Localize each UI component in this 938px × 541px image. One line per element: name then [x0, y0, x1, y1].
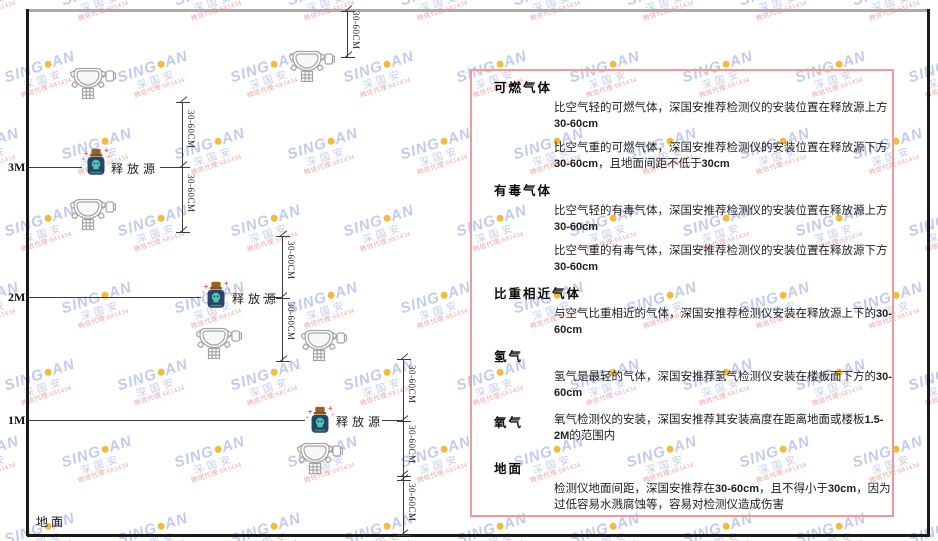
gas-detector-icon	[297, 442, 343, 476]
dimension-label: 30-60CM	[186, 174, 196, 213]
dimension-label: 30-60CM	[351, 11, 361, 50]
reference-line-1m	[29, 420, 305, 421]
dimension-line: 30-60CM 30-60CM	[276, 236, 296, 362]
ceiling-slab-line	[27, 9, 929, 12]
section-paragraph: 比空气轻的有毒气体，深国安推荐检测仪的安装位置在释放源上方30-60cm	[554, 205, 888, 233]
dimension-line: 30-60CM	[341, 11, 361, 58]
section-hydrogen: 氢气 氢气是最轻的气体，深国安推荐氢气检测仪安装在楼板面下方的30-60cm	[484, 346, 892, 401]
section-similar-density-gas: 比重相近气体 与空气比重相近的气体，深国安推荐检测仪安装在释放源上下的30-60…	[484, 283, 892, 338]
release-source-icon	[201, 280, 231, 312]
connector-line	[160, 167, 176, 168]
release-source-icon	[305, 405, 335, 437]
section-heading: 比重相近气体	[494, 287, 582, 301]
dimension-label: 30-60CM	[407, 483, 417, 522]
height-marker-2m: 2M	[8, 290, 26, 304]
section-ground: 地面 检测仪地面间距，深国安推荐在30-60cm，且不得小于30cm，因为过低容…	[484, 458, 891, 513]
section-heading: 可燃气体	[494, 81, 553, 95]
reference-line-2m	[29, 297, 201, 298]
connector-line	[382, 420, 402, 421]
ground-line	[27, 534, 930, 537]
section-paragraph: 氢气是最轻的气体，深国安推荐氢气检测仪安装在楼板面下方的30-60cm	[554, 371, 892, 399]
gas-detector-icon	[70, 198, 116, 232]
section-heading: 氧气	[494, 416, 524, 430]
dimension-label: 30-60CM	[286, 302, 296, 341]
left-wall-line	[26, 9, 29, 536]
dimension-line: 30-60CM 30-60CM	[176, 102, 196, 233]
dimension-label: 30-60CM	[407, 425, 417, 464]
release-source-label: 释放源	[336, 415, 385, 429]
section-heading: 有毒气体	[494, 184, 553, 198]
dimension-label: 30-60CM	[286, 241, 296, 280]
section-heading: 地面	[494, 462, 524, 476]
section-paragraph: 氧气检测仪的安装，深国安推荐其安装高度在距离地面或楼板1.5-2M的范围内	[554, 414, 884, 442]
section-paragraph: 与空气比重相近的气体，深国安推荐检测仪安装在释放源上下的30-60cm	[554, 308, 892, 336]
height-marker-1m: 1M	[8, 413, 26, 427]
dimension-label: 30-60CM	[186, 110, 196, 149]
release-source-label: 释放源	[232, 292, 281, 306]
right-wall-line	[927, 9, 930, 536]
section-heading: 氢气	[494, 350, 524, 364]
gas-detector-icon	[289, 50, 335, 84]
section-paragraph: 比空气轻的可燃气体，深国安推荐检测仪的安装位置在释放源上方30-60cm	[554, 102, 888, 130]
release-source-icon	[81, 147, 111, 179]
reference-line-3m	[29, 167, 82, 168]
dimension-label: 30-60CM	[407, 365, 417, 404]
ground-label: 地面	[36, 515, 67, 529]
section-paragraph: 比空气重的可燃气体，深国安推荐检测仪的安装位置在释放源下方30-60cm，且地面…	[554, 142, 888, 170]
gas-detector-icon	[196, 327, 242, 361]
gas-detector-icon	[301, 329, 347, 363]
release-source-label: 释放源	[111, 162, 160, 176]
gas-detector-icon	[70, 67, 116, 101]
connector-line	[263, 297, 281, 298]
section-oxygen: 氧气 氧气检测仪的安装，深国安推荐其安装高度在距离地面或楼板1.5-2M的范围内	[484, 409, 883, 444]
section-toxic-gas: 有毒气体 比空气轻的有毒气体，深国安推荐检测仪的安装位置在释放源上方30-60c…	[484, 180, 888, 275]
dimension-line: 30-60CM 30-60CM 30-60CM	[397, 359, 417, 536]
info-panel: 可燃气体 比空气轻的可燃气体，深国安推荐检测仪的安装位置在释放源上方30-60c…	[470, 69, 894, 517]
section-flammable-gas: 可燃气体 比空气轻的可燃气体，深国安推荐检测仪的安装位置在释放源上方30-60c…	[484, 77, 888, 172]
section-paragraph: 比空气重的有毒气体，深国安推荐检测仪的安装位置在释放源下方30-60cm	[554, 245, 888, 273]
height-marker-3m: 3M	[8, 160, 26, 174]
section-paragraph: 检测仪地面间距，深国安推荐在30-60cm，且不得小于30cm，因为过低容易水溅…	[554, 483, 891, 511]
